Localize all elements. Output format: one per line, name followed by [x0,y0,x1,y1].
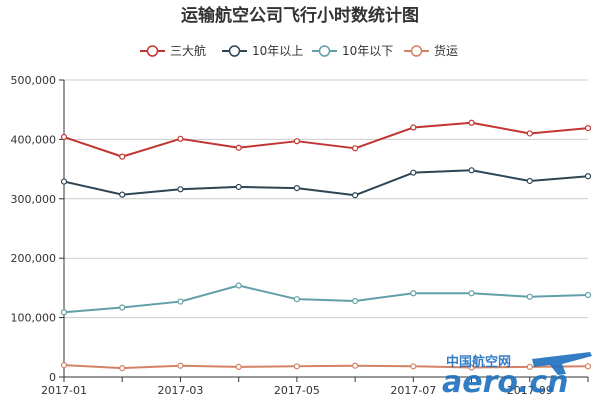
data-point[interactable] [177,362,184,369]
y-tick-label: 400,000 [11,133,57,146]
y-axis: 0 100,000 200,000 300,000 400,000 500,000 [11,74,65,384]
data-point[interactable] [177,186,184,193]
data-point[interactable] [235,363,242,371]
series-line [63,364,589,370]
series-group [60,119,592,372]
data-point[interactable] [119,191,126,198]
legend-label: 三大航 [170,43,206,58]
watermark-cn: 中国航空网 [446,354,511,370]
data-point[interactable] [235,144,242,151]
data-point[interactable] [293,296,300,303]
legend-item[interactable]: 10年以下 [312,44,393,58]
series-2 [60,282,592,316]
series-0 [60,119,592,160]
data-point[interactable] [584,173,592,180]
x-tick-label: 2017-09 [507,384,553,397]
series-3 [60,362,592,372]
y-tick-label: 200,000 [11,252,57,265]
legend-marker-icon [228,45,241,57]
data-point[interactable] [60,309,68,316]
data-point[interactable] [119,304,126,311]
aero-cn-watermark: 中国航空网 aero.cn [442,352,592,400]
data-point[interactable] [468,364,475,371]
data-point[interactable] [526,177,533,185]
data-point[interactable] [410,124,417,131]
x-tick-label: 2017-05 [274,384,320,397]
legend-marker-icon [410,45,423,57]
data-point[interactable] [410,363,417,370]
x-tick-label: 2017-07 [390,384,436,397]
data-point[interactable] [410,290,417,297]
data-point[interactable] [584,291,592,299]
data-point[interactable] [526,293,533,300]
data-point[interactable] [60,133,68,141]
data-point[interactable] [468,119,475,126]
data-point[interactable] [60,362,68,369]
x-tick-label: 2017-01 [41,384,87,397]
legend-item[interactable]: 10年以上 [222,44,303,58]
x-axis: 2017-01 2017-03 2017-05 2017-07 2017-09 [41,376,589,397]
y-tick-label: 0 [49,371,56,384]
legend-marker-icon [318,45,331,57]
series-1 [60,167,592,199]
y-tick-label: 300,000 [11,193,57,206]
airplane-icon [532,352,592,375]
data-point[interactable] [119,364,126,372]
watermark-en: aero.cn [442,365,569,400]
chart-title: 运输航空公司飞行小时数统计图 [181,5,419,26]
series-line [63,121,589,158]
grid-lines [64,79,588,319]
legend-item[interactable]: 三大航 [140,43,206,58]
data-point[interactable] [468,167,475,174]
data-point[interactable] [293,138,300,145]
legend-label: 10年以下 [342,44,393,58]
data-point[interactable] [584,363,592,370]
data-point[interactable] [352,145,359,152]
data-point[interactable] [410,169,417,176]
data-point[interactable] [468,290,475,297]
data-point[interactable] [235,183,242,191]
data-point[interactable] [177,135,184,142]
data-point[interactable] [177,298,184,305]
legend-label: 10年以上 [252,44,303,58]
data-point[interactable] [235,282,242,289]
legend: 三大航 10年以上 10年以下 货运 [140,43,458,58]
legend-label: 货运 [434,43,458,58]
data-point[interactable] [526,130,533,137]
data-point[interactable] [526,363,533,371]
legend-item[interactable]: 货运 [404,43,458,58]
data-point[interactable] [293,185,300,192]
data-point[interactable] [60,178,68,185]
data-point[interactable] [293,363,300,370]
x-tick-label: 2017-03 [157,384,203,397]
data-point[interactable] [352,362,359,369]
data-point[interactable] [119,153,126,160]
y-tick-label: 500,000 [11,74,57,87]
data-point[interactable] [352,192,359,199]
series-line [63,169,589,197]
data-point[interactable] [352,297,359,305]
series-line [63,284,589,314]
legend-marker-icon [146,45,159,57]
y-tick-label: 100,000 [11,312,57,325]
data-point[interactable] [584,125,592,132]
